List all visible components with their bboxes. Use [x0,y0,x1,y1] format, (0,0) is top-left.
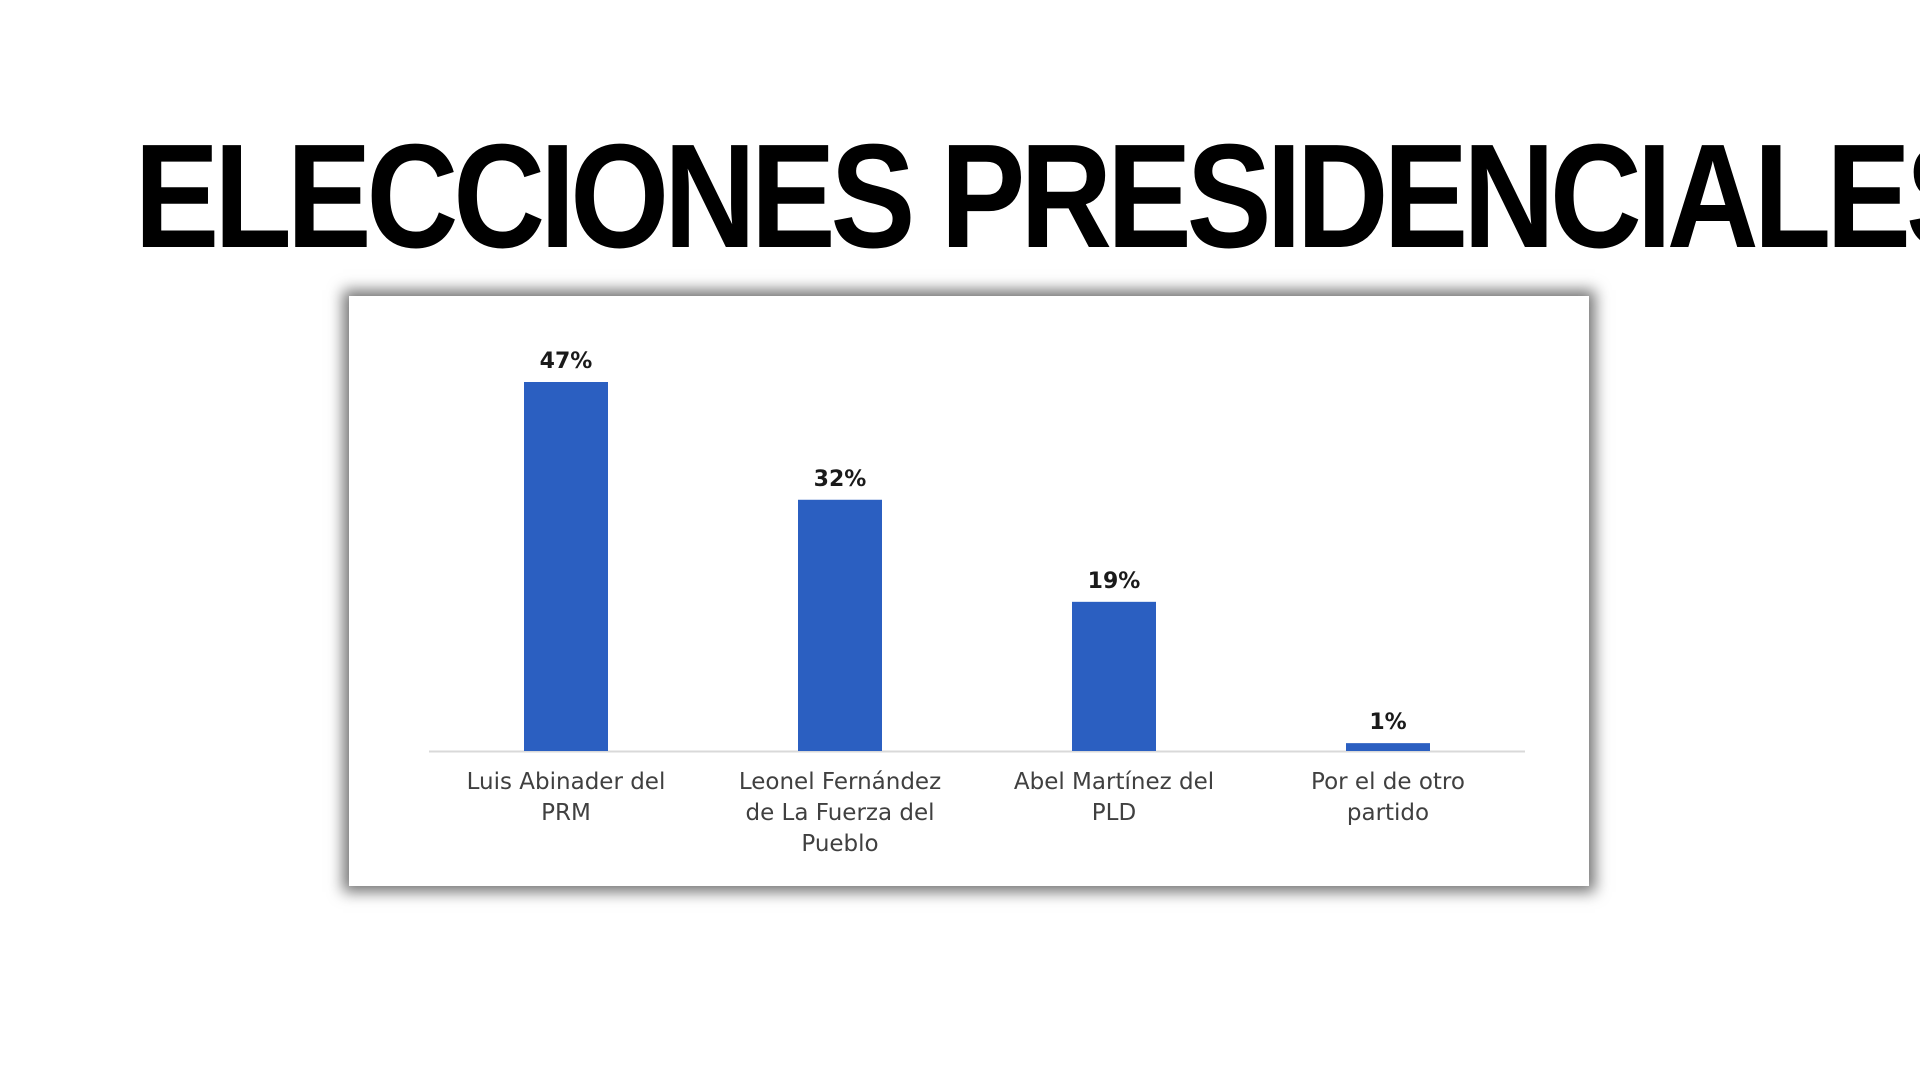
bar-2 [798,499,882,751]
data-label-2: 32% [814,467,867,492]
bar-4 [1346,743,1430,751]
category-label-2: Leonel Fernández de La Fuerza del Pueblo [739,769,941,857]
category-label-3: Abel Martínez del PLD [1014,769,1214,826]
bar-chart: 47% Luis Abinader del PRM 32% Leonel Fernánd… [429,349,1525,857]
category-label-1: Luis Abinader del PRM [467,769,666,826]
chart-card: 47% Luis Abinader del PRM 32% Leonel Fernánd… [349,296,1589,886]
data-label-3: 19% [1088,569,1141,594]
bar-1 [524,382,608,751]
bar-3 [1072,601,1156,751]
page-title: ELECCIONES PRESIDENCIALES [134,114,1920,279]
category-label-4: Por el de otro partido [1311,769,1465,826]
data-label-1: 47% [540,349,593,374]
data-label-4: 1% [1369,710,1406,735]
